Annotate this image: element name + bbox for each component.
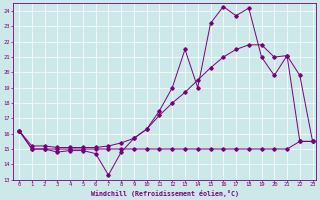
X-axis label: Windchill (Refroidissement éolien,°C): Windchill (Refroidissement éolien,°C)	[91, 190, 239, 197]
